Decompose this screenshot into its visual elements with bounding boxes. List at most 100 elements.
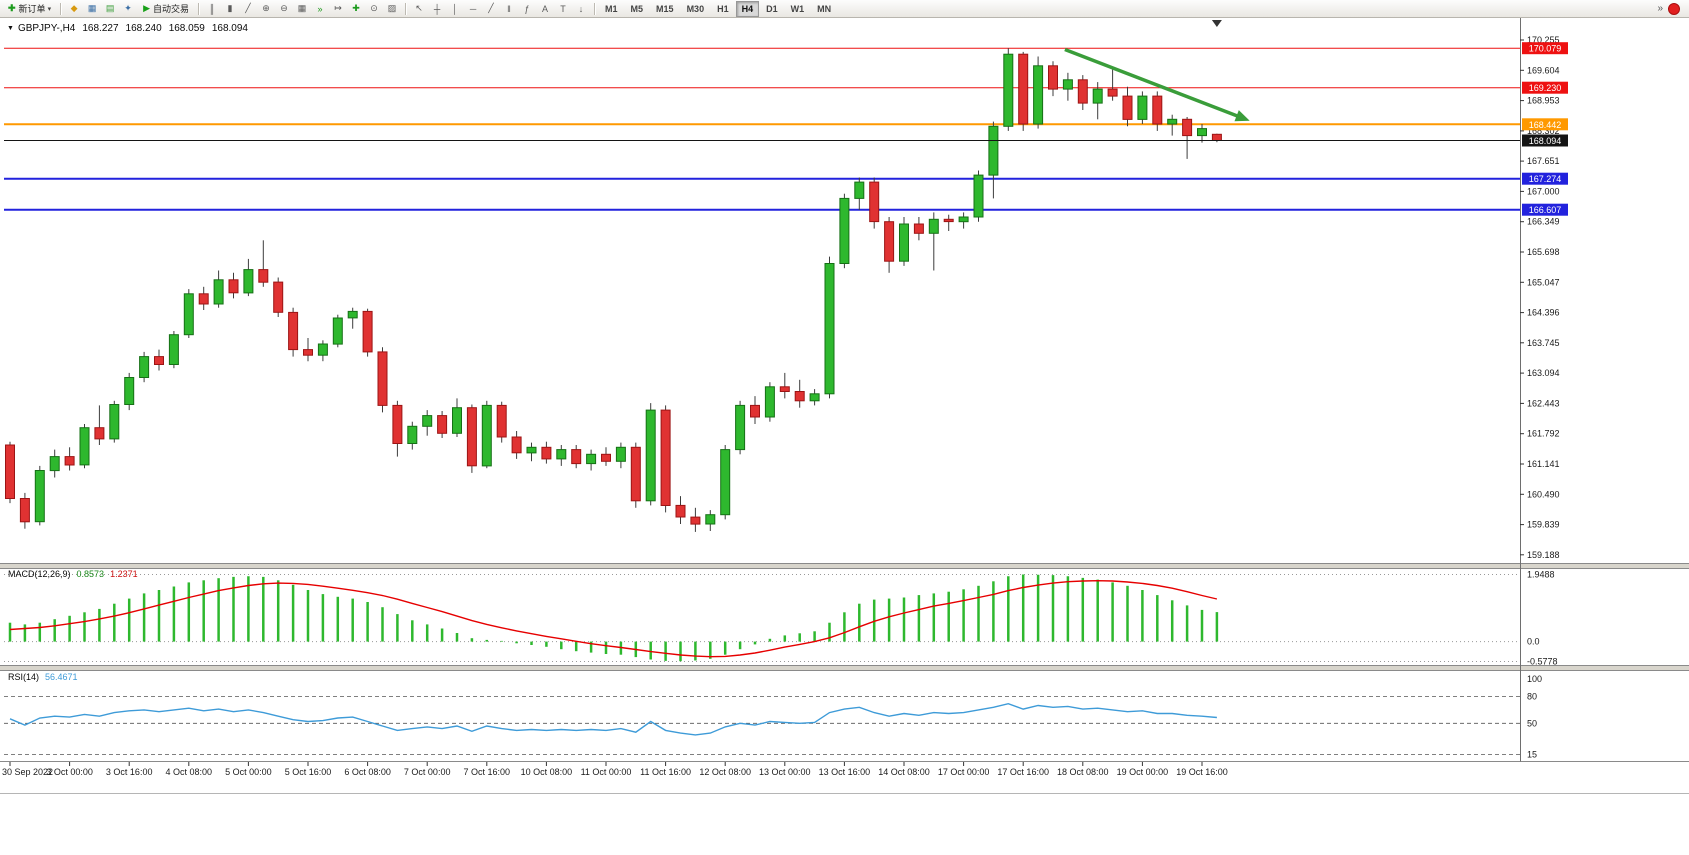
timeframe-m1-button[interactable]: M1	[605, 3, 618, 14]
autotrading-button[interactable]: ▶ 自动交易	[138, 2, 194, 16]
trend-arrow[interactable]	[1064, 47, 1250, 122]
template-icon[interactable]: ▨	[387, 3, 397, 13]
time-tick-label: 19 Oct 00:00	[1117, 767, 1169, 777]
alert-badge[interactable]	[1668, 2, 1680, 15]
candle-body	[258, 269, 269, 283]
candle-body	[973, 174, 984, 218]
chevron-down-icon: ▾	[47, 5, 52, 13]
zoom-out-icon[interactable]: ⊖	[280, 3, 288, 13]
price-label-text: 170.079	[1529, 44, 1562, 54]
trendline-icon[interactable]: ╱	[488, 3, 494, 13]
chart-shift-icon[interactable]: ↦	[334, 3, 342, 13]
chart-svg: 170.255 169.604 168.953 168.302 167.651 167.0…	[0, 18, 1689, 794]
label-icon[interactable]: T	[560, 3, 566, 14]
text-icon[interactable]: A	[542, 3, 549, 14]
candlestick-chart-icon[interactable]: ▮	[227, 3, 233, 13]
time-tick-label: 17 Oct 16:00	[997, 767, 1049, 777]
rsi-axis-label: 15	[1527, 749, 1537, 759]
line-chart-icon[interactable]: ╱	[245, 3, 251, 13]
candle-body	[332, 317, 343, 345]
channel-icon[interactable]: ‖	[507, 3, 511, 14]
timeframe-h4-button[interactable]: H4	[735, 0, 760, 17]
chart-background	[0, 18, 1689, 794]
zoom-in-icon[interactable]: ⊕	[262, 3, 270, 13]
rsi-label: RSI(14) 56.4671	[8, 672, 78, 682]
horizontal-line-icon[interactable]: ─	[469, 3, 477, 14]
main-toolbar: ✚ 新订单 ▾ ◆ ▦ ▤ ✦ ▶ 自动交易 ║ ▮ ╱ ⊕ ⊖ ▦ » ↦ ✚ ⊙ ▨ ↖ ┼ │ ─ ╱ ‖ ƒ A…	[0, 0, 1689, 18]
candle-body	[1137, 95, 1148, 120]
metaeditor-icon[interactable]: ◆	[70, 3, 78, 13]
macd-name: MACD(12,26,9)	[8, 569, 71, 579]
candle-body	[273, 281, 284, 313]
macd-signal-line	[9, 579, 1218, 658]
rsi-axis-label: 100	[1527, 674, 1542, 684]
toolbar-separator	[198, 2, 200, 15]
arrows-icon[interactable]: ↓	[578, 3, 584, 14]
macd-axis-label: 0.0	[1527, 637, 1540, 647]
time-tick-label: 5 Oct 16:00	[285, 767, 332, 777]
candle-body	[407, 425, 418, 444]
timeframe-m30-button[interactable]: M30	[686, 3, 705, 14]
price-axis[interactable]: 170.255 169.604 168.953 168.302 167.651 167.0…	[1520, 35, 1560, 560]
candle-body	[1152, 95, 1163, 125]
pane-separator[interactable]	[0, 563, 1689, 568]
candle-body	[943, 218, 954, 223]
candle-body	[34, 470, 45, 523]
price-label-text: 167.274	[1529, 174, 1562, 184]
period-dropdown-icon[interactable]: ⊙	[370, 3, 378, 13]
navigator-icon[interactable]: ✦	[124, 3, 132, 13]
auto-scroll-icon[interactable]: »	[317, 3, 323, 14]
time-tick-label: 18 Oct 08:00	[1057, 767, 1109, 777]
fibonacci-icon[interactable]: ƒ	[524, 3, 530, 14]
pane-separator[interactable]	[0, 665, 1689, 670]
timeframe-mn-button[interactable]: MN	[817, 3, 832, 14]
candle-body	[1033, 65, 1044, 125]
chart-symbol-period: GBPJPY-,H4	[17, 23, 76, 34]
timeframe-h1-button[interactable]: H1	[717, 3, 729, 14]
chart-title[interactable]: ▼ GBPJPY-,H4 168.227 168.240 168.059 168…	[7, 23, 248, 34]
timeframe-d1-button[interactable]: D1	[766, 3, 778, 14]
candle-body	[899, 223, 909, 262]
bar-chart-icon[interactable]: ║	[208, 3, 216, 14]
market-watch-icon[interactable]: ▦	[87, 3, 97, 13]
price-label-text: 166.607	[1529, 205, 1562, 215]
macd-signal-value: 1.2371	[110, 569, 138, 579]
candle-body	[168, 334, 179, 366]
candle-body	[511, 436, 522, 454]
candle-body	[198, 293, 209, 305]
indicators-icon[interactable]: ✚	[352, 3, 360, 13]
toolbar-overflow-icon[interactable]: »	[1657, 3, 1663, 14]
autotrading-label: 自动交易	[153, 4, 190, 14]
candle-body	[466, 407, 477, 467]
candle-body	[124, 377, 135, 405]
new-order-button[interactable]: ✚ 新订单 ▾	[3, 2, 56, 16]
shift-marker[interactable]	[1211, 20, 1222, 27]
price-label-boxes: 170.079 169.230 168.442 167.274 166.607 168.0…	[1522, 42, 1568, 216]
toolbar-separator	[594, 2, 596, 15]
candle-body	[750, 404, 760, 418]
crosshair-icon[interactable]: ┼	[433, 3, 441, 14]
timeframe-m15-button[interactable]: M15	[656, 3, 674, 14]
candle-body	[1018, 53, 1029, 125]
candle-body	[1107, 88, 1118, 97]
timeframe-w1-button[interactable]: W1	[790, 3, 805, 14]
macd-label: MACD(12,26,9) 0.8573 1.2371	[8, 569, 138, 579]
price-label-text: 169.230	[1529, 83, 1562, 93]
cursor-icon[interactable]: ↖	[415, 3, 423, 13]
tile-windows-icon[interactable]: ▦	[297, 3, 307, 13]
rsi-axis-label: 50	[1527, 718, 1537, 728]
candle-body	[452, 407, 462, 434]
candle-body	[928, 218, 939, 234]
time-tick-label: 5 Oct 00:00	[225, 767, 272, 777]
vertical-line-icon[interactable]: │	[452, 3, 458, 14]
timeframe-m5-button[interactable]: M5	[630, 3, 644, 14]
time-tick-label: 7 Oct 16:00	[464, 767, 511, 777]
price-tick-label: 165.698	[1527, 247, 1560, 257]
data-window-icon[interactable]: ▤	[105, 3, 115, 13]
macd-axis-label: -0.5778	[1527, 657, 1558, 667]
hlines-group[interactable]	[4, 47, 1520, 211]
candle-body	[1211, 133, 1222, 142]
rsi-value: 56.4671	[45, 672, 78, 682]
